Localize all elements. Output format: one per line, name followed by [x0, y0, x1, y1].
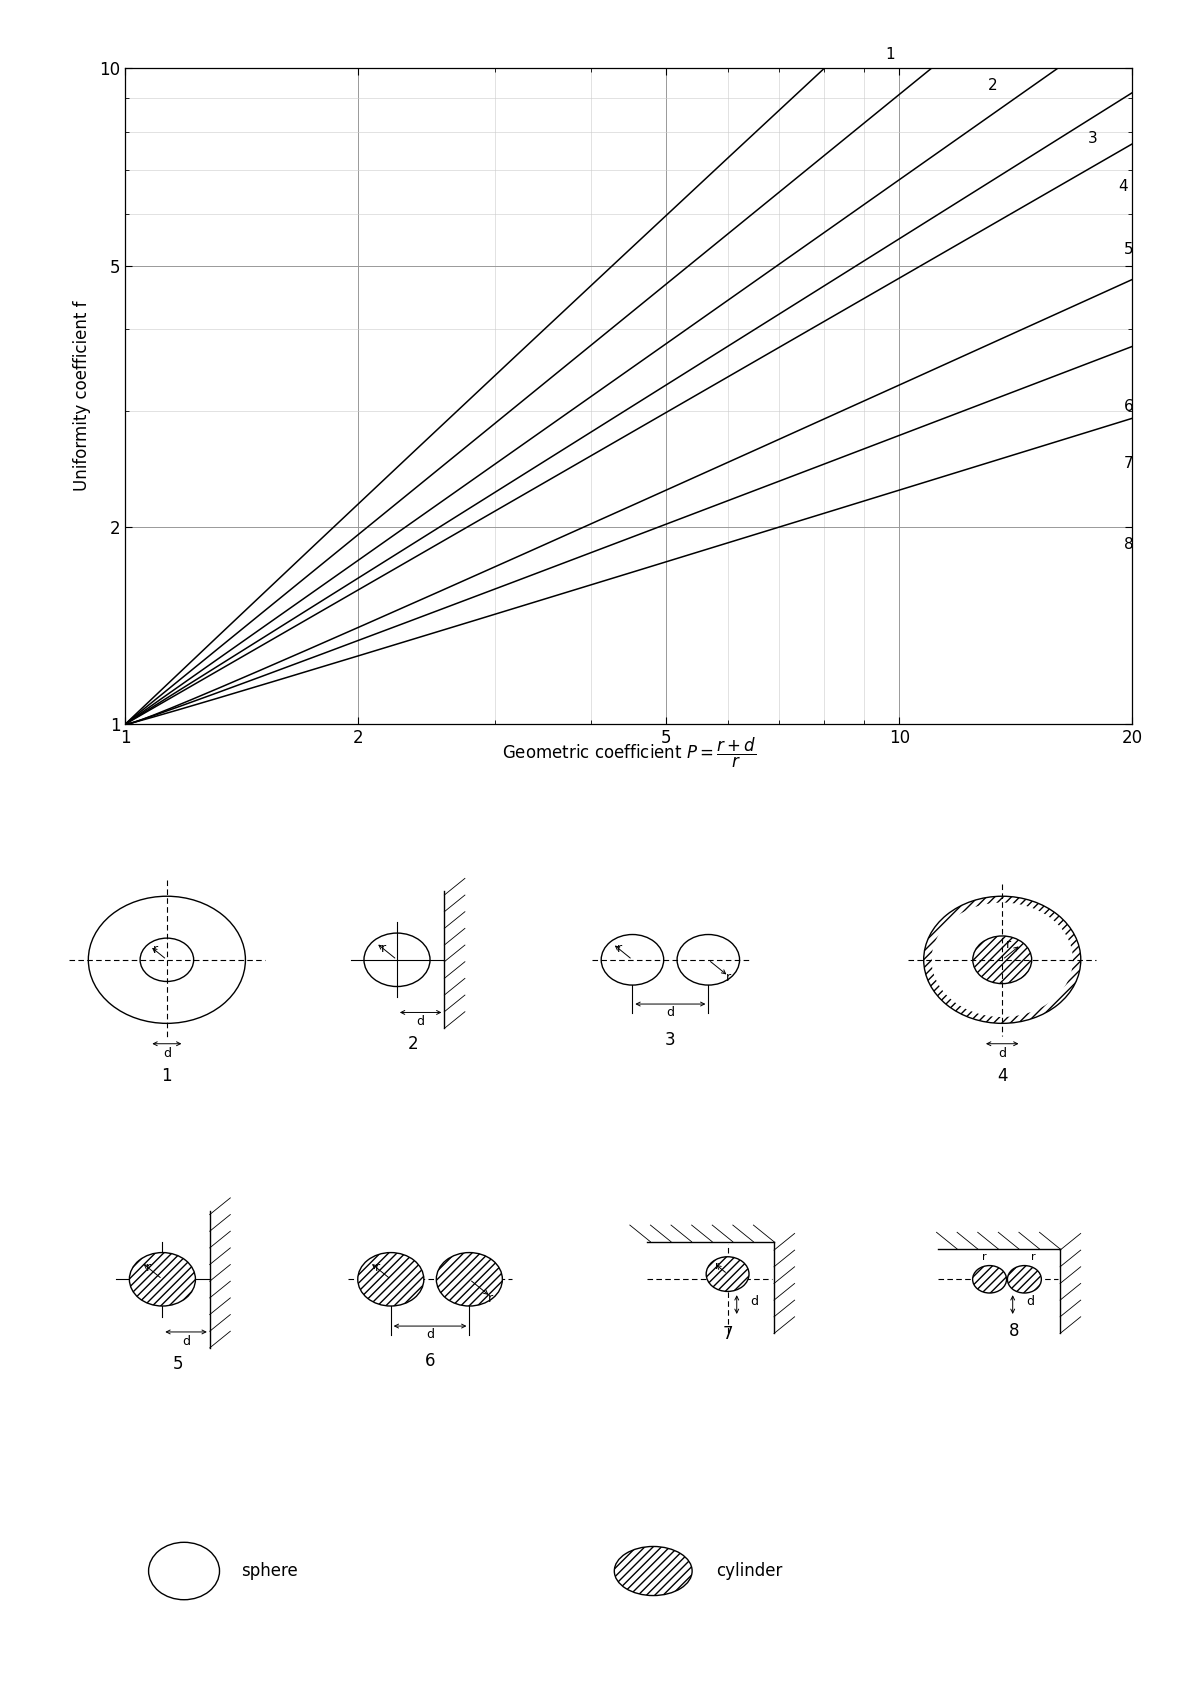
Text: d: d: [426, 1327, 434, 1341]
Ellipse shape: [706, 1258, 749, 1292]
Ellipse shape: [973, 1266, 1006, 1293]
Text: 6: 6: [1124, 399, 1134, 414]
Text: 1: 1: [886, 46, 895, 61]
Text: r: r: [488, 1292, 492, 1305]
Text: 2: 2: [987, 78, 998, 94]
Circle shape: [931, 903, 1073, 1017]
Text: d: d: [998, 1046, 1006, 1060]
Text: r: r: [380, 942, 386, 954]
Text: 5: 5: [1124, 242, 1134, 257]
Text: 3: 3: [1087, 131, 1098, 147]
Text: cylinder: cylinder: [716, 1563, 782, 1580]
Text: Geometric coefficient $P = \dfrac{r+d}{r}$: Geometric coefficient $P = \dfrac{r+d}{r…: [502, 736, 757, 770]
Text: sphere: sphere: [241, 1563, 298, 1580]
Text: 4: 4: [997, 1067, 1007, 1085]
Text: 7: 7: [722, 1324, 733, 1343]
Ellipse shape: [436, 1252, 502, 1305]
Text: r: r: [715, 1261, 720, 1271]
Text: 1: 1: [162, 1067, 172, 1085]
Text: 2: 2: [408, 1036, 418, 1053]
Text: r: r: [982, 1252, 987, 1263]
Text: r: r: [147, 1261, 151, 1275]
Text: 8: 8: [1008, 1322, 1019, 1339]
Ellipse shape: [130, 1252, 195, 1305]
Text: 8: 8: [1124, 537, 1134, 552]
Ellipse shape: [1007, 1266, 1042, 1293]
Text: r: r: [1031, 1252, 1035, 1263]
Text: d: d: [666, 1005, 675, 1019]
Text: r: r: [616, 942, 622, 956]
Text: 7: 7: [1124, 455, 1134, 470]
Text: r: r: [1006, 937, 1011, 951]
Text: d: d: [1026, 1295, 1035, 1307]
Ellipse shape: [614, 1547, 693, 1595]
Circle shape: [924, 896, 1081, 1024]
Text: r: r: [374, 1261, 379, 1275]
Text: r: r: [726, 971, 731, 985]
Ellipse shape: [358, 1252, 424, 1305]
Text: d: d: [163, 1046, 170, 1060]
Text: d: d: [751, 1295, 758, 1307]
Text: d: d: [417, 1016, 424, 1029]
Text: r: r: [153, 944, 157, 956]
Text: 4: 4: [1118, 179, 1129, 194]
Ellipse shape: [973, 935, 1032, 983]
Text: 6: 6: [424, 1353, 435, 1370]
Text: 3: 3: [665, 1031, 676, 1050]
Text: 5: 5: [173, 1355, 184, 1373]
Y-axis label: Uniformity coefficient f: Uniformity coefficient f: [73, 302, 91, 491]
Text: d: d: [182, 1334, 190, 1348]
